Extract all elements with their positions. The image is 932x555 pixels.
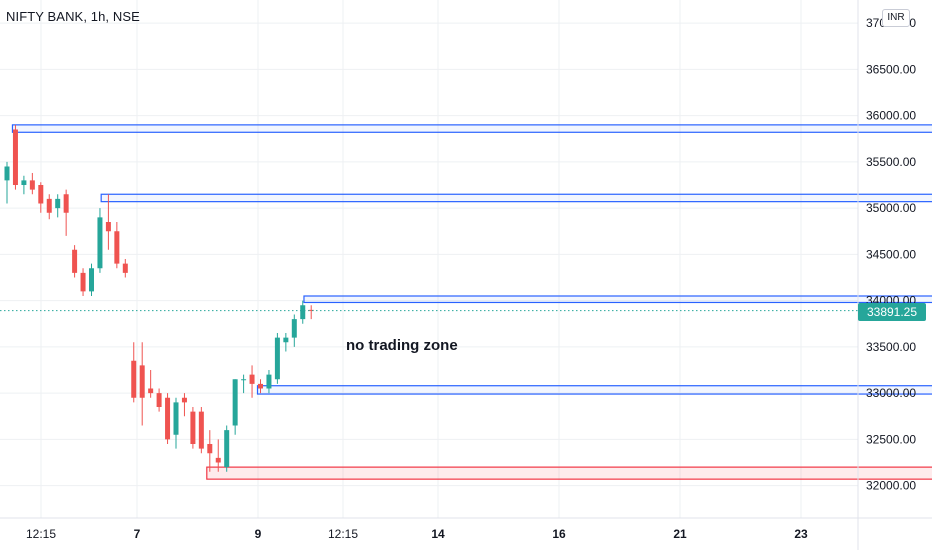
x-tick-label: 21: [673, 527, 687, 541]
blue-zone-rectangle: [12, 125, 932, 132]
candle-body: [300, 305, 305, 319]
candle-body: [174, 402, 179, 434]
candle-body: [250, 375, 255, 384]
candle-body: [64, 194, 69, 213]
candle-body: [233, 379, 238, 425]
y-tick-label: 34500.00: [866, 247, 916, 261]
candle-body: [157, 393, 162, 407]
blue-zone-rectangle: [101, 194, 932, 201]
candle-body: [131, 361, 136, 398]
x-tick-label: 23: [794, 527, 808, 541]
candle-body: [106, 222, 111, 231]
candle-body: [190, 412, 195, 444]
y-tick-label: 33500.00: [866, 340, 916, 354]
candle-body: [123, 264, 128, 273]
grid-layer: [0, 0, 858, 518]
y-tick-label: 35500.00: [866, 155, 916, 169]
candle-body: [275, 338, 280, 380]
x-tick-label: 9: [255, 527, 262, 541]
blue-zone-rectangle: [258, 386, 932, 394]
y-tick-label: 33000.00: [866, 386, 916, 400]
candle-body: [21, 180, 26, 185]
candle-body: [47, 199, 52, 213]
candle-layer: [5, 125, 314, 472]
candle-body: [30, 180, 35, 189]
x-tick-label: 14: [431, 527, 445, 541]
annotation-text: no trading zone: [346, 337, 458, 354]
candle-body: [224, 430, 229, 467]
candle-body: [89, 268, 94, 291]
candle-body: [216, 458, 221, 463]
candle-body: [72, 250, 77, 273]
candle-body: [148, 389, 153, 394]
red-zone-rectangle: [207, 467, 932, 479]
blue-zone-rectangle: [304, 296, 932, 302]
candle-body: [140, 365, 145, 397]
candle-body: [165, 398, 170, 440]
candle-body: [292, 319, 297, 338]
y-tick-label: 36500.00: [866, 62, 916, 76]
y-tick-label: 35000.00: [866, 201, 916, 215]
candle-body: [182, 398, 187, 403]
candle-body: [241, 379, 246, 380]
x-tick-label: 16: [552, 527, 566, 541]
y-tick-label: 32000.00: [866, 479, 916, 493]
symbol-title: NIFTY BANK, 1h, NSE: [6, 9, 140, 24]
candle-body: [55, 199, 60, 208]
candle-body: [266, 375, 271, 389]
candle-body: [114, 231, 119, 263]
candle-body: [97, 217, 102, 268]
x-tick-label: 7: [134, 527, 141, 541]
y-tick-label: 32500.00: [866, 432, 916, 446]
candle-body: [207, 444, 212, 453]
candle-body: [81, 273, 86, 292]
candle-body: [199, 412, 204, 449]
y-tick-label: 36000.00: [866, 109, 916, 123]
last-price-label: 33891.25: [858, 303, 926, 321]
x-tick-label: 12:15: [26, 527, 56, 541]
zone-layer: [12, 125, 932, 479]
candle-body: [13, 130, 18, 186]
candle-body: [38, 185, 43, 204]
currency-badge[interactable]: INR: [882, 9, 910, 27]
candle-body: [283, 338, 288, 343]
x-tick-label: 12:15: [328, 527, 358, 541]
candle-body: [5, 167, 10, 181]
candle-body: [258, 384, 263, 389]
